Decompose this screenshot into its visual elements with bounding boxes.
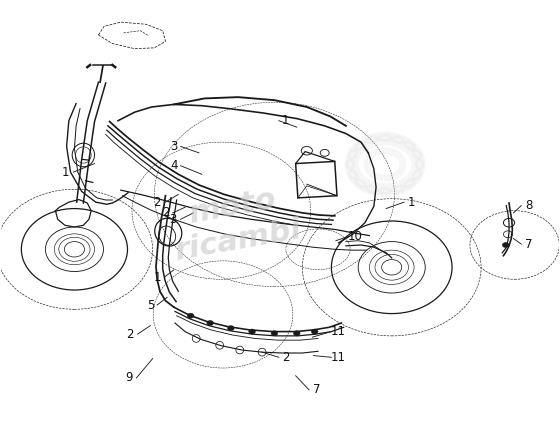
Text: 11: 11: [331, 325, 346, 338]
Circle shape: [207, 320, 213, 326]
Text: 2: 2: [162, 206, 169, 219]
Text: 3: 3: [170, 140, 178, 153]
Text: 5: 5: [147, 298, 154, 311]
Circle shape: [311, 329, 318, 334]
Text: 2: 2: [153, 196, 161, 209]
Text: 3: 3: [169, 213, 176, 226]
Text: 1: 1: [282, 114, 290, 127]
Circle shape: [271, 331, 278, 336]
Text: 2: 2: [282, 351, 290, 364]
Circle shape: [227, 326, 234, 331]
Text: 7: 7: [525, 238, 533, 251]
Text: 9: 9: [125, 372, 133, 384]
Text: 10: 10: [348, 230, 363, 243]
Text: 1: 1: [61, 166, 69, 178]
Text: 1: 1: [153, 270, 161, 284]
Text: moto
ricambi: moto ricambi: [167, 181, 304, 266]
Text: 8: 8: [525, 199, 532, 212]
Text: 7: 7: [312, 384, 320, 396]
Circle shape: [502, 243, 509, 248]
Circle shape: [187, 313, 194, 318]
Text: 11: 11: [331, 351, 346, 364]
Text: 2: 2: [127, 328, 134, 341]
Text: 1: 1: [408, 196, 415, 209]
Circle shape: [293, 331, 300, 336]
Circle shape: [249, 329, 255, 334]
Text: 4: 4: [170, 159, 178, 172]
